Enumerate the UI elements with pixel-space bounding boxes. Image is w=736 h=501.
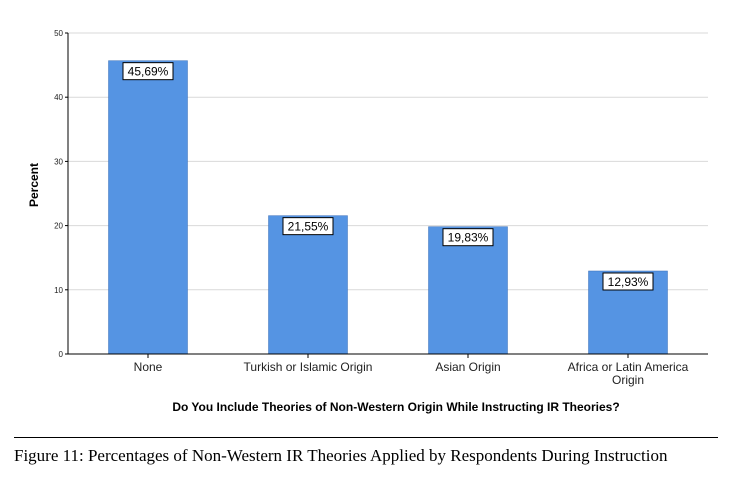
caption-divider (14, 437, 718, 438)
bar (108, 60, 188, 355)
y-tick-label: 10 (54, 286, 63, 295)
data-label-box (282, 217, 334, 236)
data-label: 12,93% (608, 275, 649, 289)
x-tick-label: None (134, 360, 163, 374)
y-tick-label: 40 (54, 93, 63, 102)
y-tick-label: 30 (54, 157, 63, 166)
x-axis-title: Do You Include Theories of Non-Western O… (172, 400, 619, 414)
axes (65, 32, 708, 358)
data-label-box (602, 272, 654, 291)
x-category-labels: None Turkish or Islamic Origin Asian Origi… (134, 360, 689, 387)
bar (268, 215, 348, 355)
bars (108, 60, 668, 355)
data-label-box (442, 228, 494, 247)
x-tick-label: Africa or Latin America Origin (568, 360, 689, 387)
y-tick-labels: 0 10 20 30 40 50 (54, 29, 63, 359)
y-axis-title: Percent (27, 163, 41, 207)
y-tick-label: 0 (59, 350, 64, 359)
bar-chart: 0 10 20 30 40 50 None Turkish or Islamic Origi… (27, 29, 708, 414)
data-labels: 45,69% 21,55% 19,83% 12,93% (122, 62, 654, 291)
y-tick-label: 50 (54, 29, 63, 38)
y-tick-label: 20 (54, 222, 63, 231)
x-tick-label: Turkish or Islamic Origin (244, 360, 373, 374)
data-label: 19,83% (448, 231, 489, 245)
data-label: 45,69% (128, 65, 169, 79)
bar (428, 226, 508, 355)
figure-caption: Figure 11: Percentages of Non-Western IR… (14, 446, 668, 465)
x-tick-label: Asian Origin (435, 360, 500, 374)
bar (588, 270, 668, 355)
data-label-box (122, 62, 174, 81)
data-label: 21,55% (288, 220, 329, 234)
